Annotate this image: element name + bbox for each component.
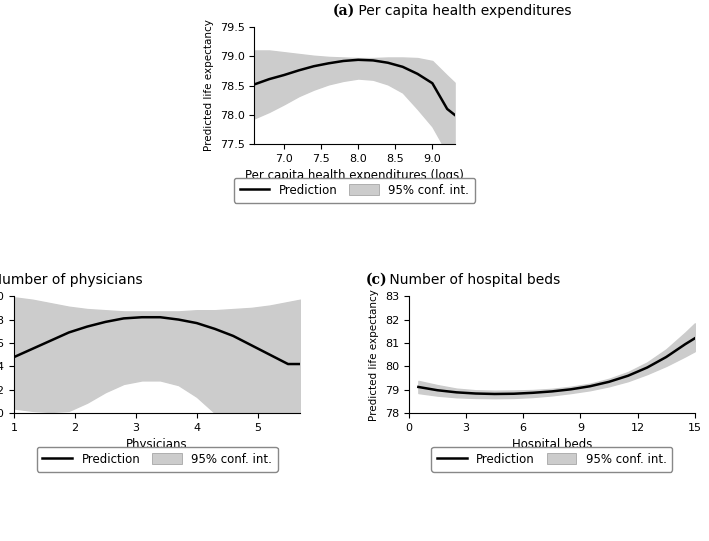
X-axis label: Physicians: Physicians	[126, 438, 188, 451]
Legend: Prediction, 95% conf. int.: Prediction, 95% conf. int.	[234, 177, 475, 202]
X-axis label: Hospital beds: Hospital beds	[512, 438, 592, 451]
Y-axis label: Predicted life expectancy: Predicted life expectancy	[204, 19, 214, 151]
Legend: Prediction, 95% conf. int.: Prediction, 95% conf. int.	[431, 447, 672, 472]
Text: Number of hospital beds: Number of hospital beds	[384, 273, 560, 287]
Legend: Prediction, 95% conf. int.: Prediction, 95% conf. int.	[37, 447, 278, 472]
Text: (a): (a)	[333, 4, 354, 18]
Text: (c): (c)	[366, 273, 388, 287]
Text: Per capita health expenditures: Per capita health expenditures	[354, 4, 572, 18]
Text: Number of physicians: Number of physicians	[0, 273, 143, 287]
X-axis label: Per capita health expenditures (logs): Per capita health expenditures (logs)	[245, 169, 464, 182]
Y-axis label: Predicted life expectancy: Predicted life expectancy	[369, 289, 379, 420]
